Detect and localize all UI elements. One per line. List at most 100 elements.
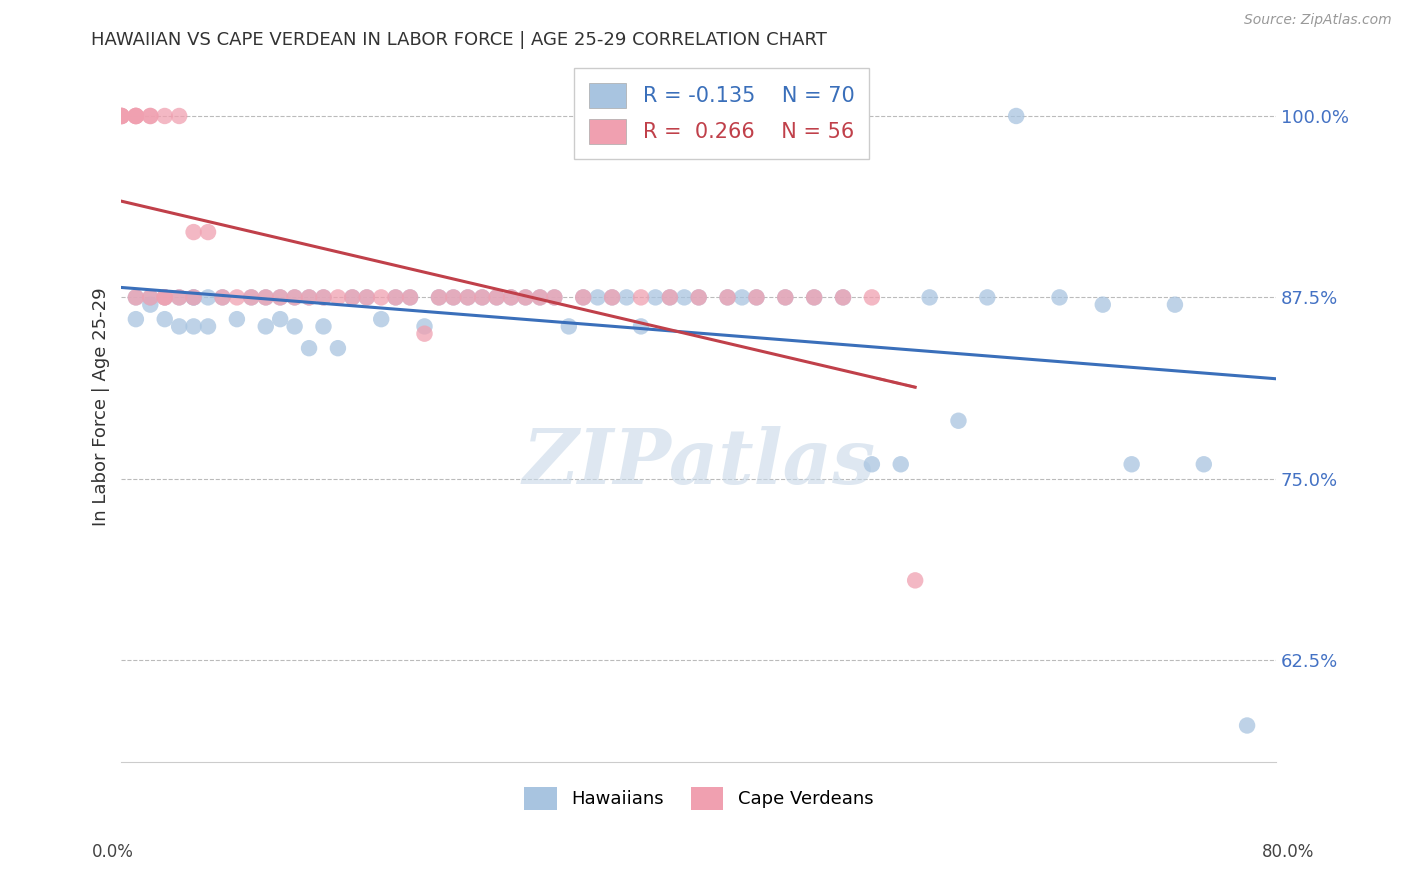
Point <box>384 290 406 304</box>
Point <box>716 290 738 304</box>
Point <box>457 290 479 304</box>
Point <box>860 457 883 471</box>
Point <box>600 290 623 304</box>
Point <box>284 319 307 334</box>
Point <box>298 290 321 304</box>
Point <box>110 109 132 123</box>
Point <box>501 290 523 304</box>
Text: ZIPatlas: ZIPatlas <box>522 426 876 500</box>
Point <box>183 290 205 304</box>
Point <box>125 290 148 304</box>
Point <box>240 290 263 304</box>
Legend: Hawaiians, Cape Verdeans: Hawaiians, Cape Verdeans <box>517 780 880 817</box>
Point <box>1091 298 1114 312</box>
Point <box>413 319 436 334</box>
Point <box>139 290 162 304</box>
Point <box>688 290 710 304</box>
Point <box>125 312 148 326</box>
Point <box>890 457 912 471</box>
Point <box>284 290 307 304</box>
Point <box>356 290 378 304</box>
Point <box>153 312 176 326</box>
Point <box>312 290 335 304</box>
Point <box>225 312 247 326</box>
Point <box>342 290 364 304</box>
Point <box>630 319 652 334</box>
Point <box>183 290 205 304</box>
Point <box>125 109 148 123</box>
Point <box>125 109 148 123</box>
Point <box>183 290 205 304</box>
Point <box>167 290 190 304</box>
Point <box>384 290 406 304</box>
Point <box>572 290 595 304</box>
Point <box>543 290 565 304</box>
Text: 80.0%: 80.0% <box>1263 843 1315 861</box>
Point <box>399 290 422 304</box>
Point <box>125 109 148 123</box>
Point <box>167 109 190 123</box>
Point <box>515 290 537 304</box>
Point <box>543 290 565 304</box>
Point <box>441 290 464 304</box>
Point <box>240 290 263 304</box>
Point <box>167 290 190 304</box>
Point <box>197 319 219 334</box>
Point <box>558 319 581 334</box>
Point <box>413 326 436 341</box>
Point <box>471 290 494 304</box>
Point <box>269 312 291 326</box>
Point <box>1005 109 1028 123</box>
Point <box>356 290 378 304</box>
Point <box>745 290 768 304</box>
Point <box>976 290 998 304</box>
Point <box>139 109 162 123</box>
Point <box>211 290 233 304</box>
Point <box>167 319 190 334</box>
Point <box>110 109 132 123</box>
Point <box>457 290 479 304</box>
Point <box>183 225 205 239</box>
Point <box>775 290 797 304</box>
Point <box>586 290 609 304</box>
Point <box>688 290 710 304</box>
Point <box>860 290 883 304</box>
Point <box>326 290 349 304</box>
Point <box>125 109 148 123</box>
Point <box>312 290 335 304</box>
Point <box>644 290 666 304</box>
Point <box>918 290 941 304</box>
Point <box>572 290 595 304</box>
Point <box>110 109 132 123</box>
Text: HAWAIIAN VS CAPE VERDEAN IN LABOR FORCE | AGE 25-29 CORRELATION CHART: HAWAIIAN VS CAPE VERDEAN IN LABOR FORCE … <box>91 31 827 49</box>
Point <box>529 290 551 304</box>
Point <box>269 290 291 304</box>
Point <box>1121 457 1143 471</box>
Point <box>616 290 638 304</box>
Point <box>658 290 681 304</box>
Point <box>529 290 551 304</box>
Point <box>197 225 219 239</box>
Point <box>485 290 508 304</box>
Point <box>269 290 291 304</box>
Point <box>600 290 623 304</box>
Y-axis label: In Labor Force | Age 25-29: In Labor Force | Age 25-29 <box>93 287 110 525</box>
Point <box>298 290 321 304</box>
Point <box>948 414 970 428</box>
Point <box>399 290 422 304</box>
Point <box>673 290 696 304</box>
Point <box>745 290 768 304</box>
Point <box>716 290 738 304</box>
Point <box>342 290 364 304</box>
Point <box>832 290 855 304</box>
Point <box>197 290 219 304</box>
Point <box>225 290 247 304</box>
Point <box>775 290 797 304</box>
Point <box>153 290 176 304</box>
Point <box>139 109 162 123</box>
Point <box>298 341 321 355</box>
Point <box>370 312 392 326</box>
Point <box>254 290 277 304</box>
Point <box>731 290 754 304</box>
Point <box>110 109 132 123</box>
